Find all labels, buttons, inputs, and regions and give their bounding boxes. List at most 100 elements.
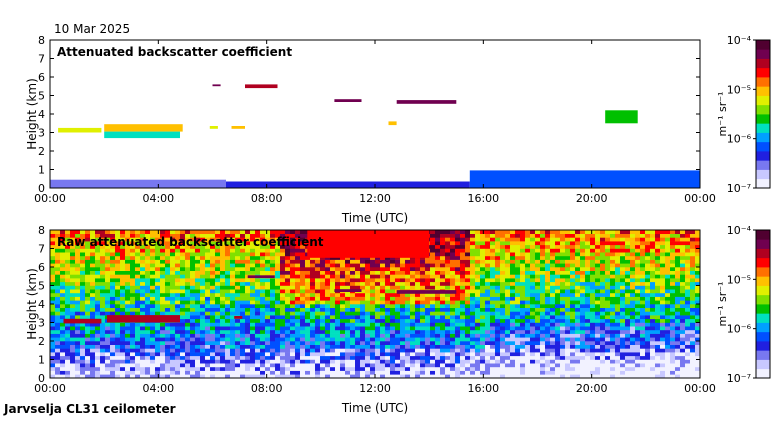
- heatmap-cell: [105, 337, 110, 341]
- heatmap-cell: [650, 363, 655, 367]
- heatmap-cell: [140, 308, 145, 312]
- heatmap-cell: [475, 249, 480, 253]
- heatmap-cell: [260, 356, 265, 360]
- heatmap-cell: [70, 271, 75, 275]
- heatmap-cell: [60, 289, 65, 293]
- heatmap-cell: [410, 315, 415, 319]
- heatmap-cell: [480, 293, 485, 297]
- heatmap-cell: [610, 267, 615, 271]
- heatmap-cell: [175, 367, 180, 371]
- heatmap-cell: [315, 315, 320, 319]
- heatmap-cell: [625, 263, 630, 267]
- heatmap-cell: [170, 352, 175, 356]
- heatmap-cell: [75, 267, 80, 271]
- heatmap-cell: [375, 341, 380, 345]
- heatmap-cell: [540, 267, 545, 271]
- heatmap-cell: [55, 263, 60, 267]
- heatmap-cell: [55, 345, 60, 349]
- heatmap-cell: [230, 230, 235, 234]
- heatmap-cell: [360, 352, 365, 356]
- heatmap-cell: [395, 326, 400, 330]
- heatmap-cell: [275, 260, 280, 264]
- heatmap-cell: [150, 282, 155, 286]
- heatmap-cell: [480, 360, 485, 364]
- heatmap-cell: [375, 274, 380, 278]
- heatmap-cell: [555, 334, 560, 338]
- heatmap-cell: [525, 297, 530, 301]
- heatmap-cell: [135, 304, 140, 308]
- heatmap-cell: [620, 230, 625, 234]
- heatmap-cell: [515, 271, 520, 275]
- heatmap-cell: [95, 337, 100, 341]
- heatmap-cell: [90, 274, 95, 278]
- heatmap-cell: [435, 274, 440, 278]
- heatmap-cell: [455, 300, 460, 304]
- heatmap-cell: [290, 326, 295, 330]
- heatmap-cell: [535, 319, 540, 323]
- heatmap-cell: [240, 249, 245, 253]
- heatmap-cell: [490, 345, 495, 349]
- heatmap-cell: [590, 371, 595, 375]
- heatmap-cell: [230, 326, 235, 330]
- heatmap-cell: [365, 323, 370, 327]
- heatmap-cell: [365, 348, 370, 352]
- heatmap-cell: [115, 360, 120, 364]
- heatmap-cell: [585, 256, 590, 260]
- heatmap-cell: [75, 278, 80, 282]
- heatmap-cell: [50, 297, 55, 301]
- heatmap-cell: [180, 308, 185, 312]
- heatmap-cell: [60, 293, 65, 297]
- heatmap-cell: [175, 371, 180, 375]
- heatmap-cell: [505, 360, 510, 364]
- heatmap-cell: [230, 345, 235, 349]
- heatmap-cell: [650, 267, 655, 271]
- heatmap-cell: [300, 371, 305, 375]
- heatmap-cell: [280, 334, 285, 338]
- heatmap-cell: [350, 334, 355, 338]
- heatmap-cell: [520, 308, 525, 312]
- heatmap-cell: [180, 249, 185, 253]
- heatmap-cell: [540, 230, 545, 234]
- heatmap-cell: [285, 311, 290, 315]
- heatmap-cell: [440, 274, 445, 278]
- heatmap-cell: [220, 356, 225, 360]
- heatmap-cell: [555, 263, 560, 267]
- heatmap-cell: [530, 367, 535, 371]
- heatmap-cell: [65, 230, 70, 234]
- heatmap-cell: [315, 363, 320, 367]
- heatmap-cell: [505, 315, 510, 319]
- heatmap-cell: [395, 286, 400, 290]
- heatmap-cell: [90, 249, 95, 253]
- heatmap-cell: [600, 363, 605, 367]
- heatmap-cell: [335, 363, 340, 367]
- heatmap-cell: [230, 278, 235, 282]
- heatmap-cell: [555, 286, 560, 290]
- heatmap-cell: [445, 267, 450, 271]
- heatmap-cell: [525, 304, 530, 308]
- heatmap-cell: [320, 289, 325, 293]
- heatmap-cell: [505, 363, 510, 367]
- heatmap-cell: [640, 308, 645, 312]
- heatmap-cell: [460, 260, 465, 264]
- heatmap-cell: [625, 278, 630, 282]
- heatmap-cell: [185, 334, 190, 338]
- heatmap-cell: [575, 263, 580, 267]
- heatmap-cell: [265, 345, 270, 349]
- heatmap-cell: [585, 315, 590, 319]
- heatmap-cell: [310, 289, 315, 293]
- heatmap-cell: [480, 297, 485, 301]
- heatmap-cell: [590, 319, 595, 323]
- heatmap-cell: [120, 341, 125, 345]
- heatmap-cell: [540, 356, 545, 360]
- heatmap-cell: [385, 341, 390, 345]
- heatmap-cell: [665, 367, 670, 371]
- heatmap-data: [50, 230, 700, 378]
- heatmap-cell: [180, 337, 185, 341]
- heatmap-cell: [500, 267, 505, 271]
- heatmap-cell: [350, 360, 355, 364]
- heatmap-cell: [450, 315, 455, 319]
- heatmap-cell: [440, 230, 445, 234]
- heatmap-cell: [285, 323, 290, 327]
- heatmap-cell: [310, 363, 315, 367]
- heatmap-cell: [395, 311, 400, 315]
